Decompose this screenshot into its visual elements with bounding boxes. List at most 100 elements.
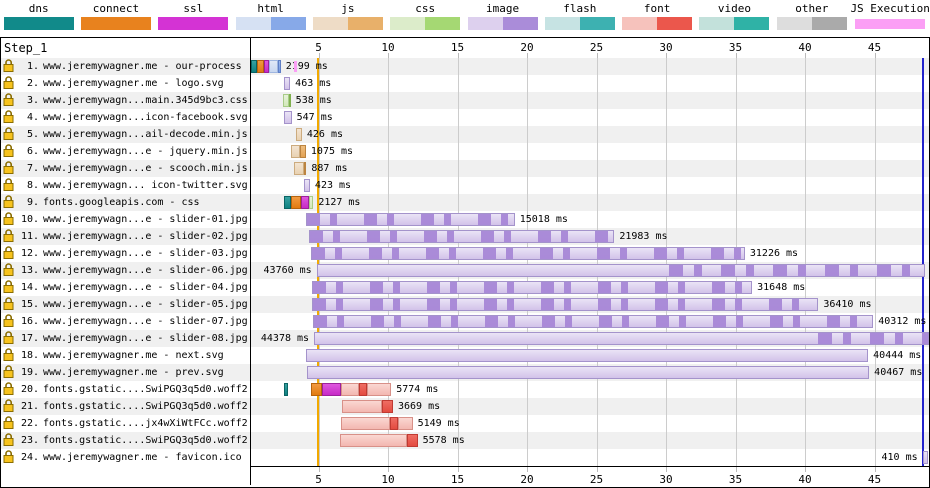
request-row-label[interactable]: 2. www.jeremywagner.me - logo.svg [1,75,250,92]
js-dark-phase-bar[interactable] [299,145,306,158]
request-waterfall-row[interactable]: 410 ms [251,449,929,466]
request-waterfall-row[interactable]: 43760 ms [251,262,929,279]
js-light-phase-bar[interactable] [294,162,304,175]
request-waterfall-row[interactable]: 40312 ms [251,313,929,330]
request-waterfall-row[interactable]: 547 ms [251,109,929,126]
request-row-label[interactable]: 1. www.jeremywagner.me - our-process [1,58,250,75]
request-waterfall-row[interactable]: 426 ms [251,126,929,143]
js-light-phase-bar[interactable] [295,128,302,141]
connect-phase-bar[interactable] [257,60,264,73]
img-phase-bar[interactable] [922,451,929,464]
img-phase-bar[interactable] [314,332,929,345]
request-waterfall-row[interactable]: 36410 ms [251,296,929,313]
font-dark-phase-bar[interactable] [390,417,398,430]
secure-lock-icon [3,58,15,76]
gridline [527,58,528,466]
request-row-label[interactable]: 8. www.jeremywagn... icon-twitter.svg [1,177,250,194]
request-url: www.jeremywagn...e - jquery.min.js [43,146,248,157]
duration-label: 547 ms [296,112,333,123]
img-phase-bar[interactable] [310,247,745,260]
request-url: www.jeremywagn...e - slider-04.jpg [43,282,248,293]
request-waterfall-row[interactable]: 40467 ms [251,364,929,381]
request-waterfall-row[interactable]: 423 ms [251,177,929,194]
img-phase-bar[interactable] [312,315,874,328]
request-row-label[interactable]: 22. fonts.gstatic....jx4wXiWtFCc.woff2 [1,415,250,432]
img-phase-bar[interactable] [312,281,753,294]
font-light-phase-bar[interactable] [397,417,413,430]
request-waterfall-row[interactable]: 44378 ms [251,330,929,347]
request-waterfall-row[interactable]: 31648 ms [251,279,929,296]
img-phase-bar[interactable] [304,179,310,192]
img-phase-bar[interactable] [306,366,870,379]
img-phase-bar[interactable] [305,349,869,362]
request-waterfall-row[interactable]: 15018 ms [251,211,929,228]
request-row-label[interactable]: 10. www.jeremywagn...e - slider-01.jpg [1,211,250,228]
ssl-phase-bar[interactable] [301,196,310,209]
js-light-phase-bar[interactable] [290,145,300,158]
request-row-label[interactable]: 7. www.jeremywagn...e - scooch.min.js [1,160,250,177]
request-row-label[interactable]: 15. www.jeremywagn...e - slider-05.jpg [1,296,250,313]
duration-label: 463 ms [295,78,332,89]
request-waterfall-row[interactable]: 40444 ms [251,347,929,364]
font-dark-phase-bar[interactable] [407,434,418,447]
html-dark-phase-bar[interactable] [278,60,281,73]
css-light-phase-bar[interactable] [283,94,289,107]
img-phase-bar[interactable] [284,111,292,124]
request-waterfall-row[interactable]: 1075 ms [251,143,929,160]
js-dark-phase-bar[interactable] [303,162,307,175]
dns-phase-bar[interactable] [283,196,292,209]
connect-phase-bar[interactable] [310,383,322,396]
request-waterfall-row[interactable]: 463 ms [251,75,929,92]
request-waterfall-row[interactable]: 5774 ms [251,381,929,398]
img-phase-bar[interactable] [312,298,819,311]
dns-phase-bar[interactable] [251,60,258,73]
request-waterfall-row[interactable]: 538 ms [251,92,929,109]
request-row-label[interactable]: 16. www.jeremywagn...e - slider-07.jpg [1,313,250,330]
css-light-phase-bar[interactable] [309,196,314,209]
request-waterfall-row[interactable]: 2199 ms [251,58,929,75]
font-light-phase-bar[interactable] [340,434,408,447]
font-light-phase-bar[interactable] [367,383,392,396]
request-row-label[interactable]: 9. fonts.googleapis.com - css [1,194,250,211]
request-waterfall-row[interactable]: 3669 ms [251,398,929,415]
request-row-label[interactable]: 18. www.jeremywagner.me - next.svg [1,347,250,364]
font-dark-phase-bar[interactable] [381,400,393,413]
img-phase-bar[interactable] [305,213,515,226]
img-phase-bar[interactable] [308,230,615,243]
request-number: 17. [20,333,39,344]
request-waterfall-row[interactable]: 21983 ms [251,228,929,245]
request-row-label[interactable]: 6. www.jeremywagn...e - jquery.min.js [1,143,250,160]
connect-phase-bar[interactable] [291,196,302,209]
request-row-label[interactable]: 3. www.jeremywagn...main.345d9bc3.css [1,92,250,109]
request-row-label[interactable]: 13. www.jeremywagn...e - slider-06.jpg [1,262,250,279]
img-phase-bar[interactable] [283,77,291,90]
duration-label: 43760 ms [263,265,312,276]
font-light-phase-bar[interactable] [341,417,391,430]
request-row-label[interactable]: 14. www.jeremywagn...e - slider-04.jpg [1,279,250,296]
font-dark-phase-bar[interactable] [358,383,368,396]
request-waterfall-row[interactable]: 2127 ms [251,194,929,211]
request-row-label[interactable]: 24. www.jeremywagner.me - favicon.ico [1,449,250,466]
html-light-phase-bar[interactable] [269,60,279,73]
request-waterfall-row[interactable]: 31226 ms [251,245,929,262]
request-row-label[interactable]: 11. www.jeremywagn...e - slider-02.jpg [1,228,250,245]
request-row-label[interactable]: 20. fonts.gstatic....SwiPGQ3q5d0.woff2 [1,381,250,398]
font-light-phase-bar[interactable] [341,400,382,413]
request-number: 11. [20,231,39,242]
request-row-label[interactable]: 12. www.jeremywagn...e - slider-03.jpg [1,245,250,262]
img-phase-bar[interactable] [316,264,925,277]
font-light-phase-bar[interactable] [340,383,359,396]
css-dark-phase-bar[interactable] [288,94,291,107]
request-row-label[interactable]: 17. www.jeremywagn...e - slider-08.jpg [1,330,250,347]
request-waterfall-row[interactable]: 887 ms [251,160,929,177]
request-waterfall-row[interactable]: 5578 ms [251,432,929,449]
ssl-phase-bar[interactable] [321,383,341,396]
dns-phase-bar[interactable] [283,383,288,396]
request-row-label[interactable]: 19. www.jeremywagner.me - prev.svg [1,364,250,381]
request-row-label[interactable]: 5. www.jeremywagn...ail-decode.min.js [1,126,250,143]
request-row-label[interactable]: 23. fonts.gstatic....SwiPGQ3q5d0.woff2 [1,432,250,449]
request-waterfall-row[interactable]: 5149 ms [251,415,929,432]
request-row-label[interactable]: 21. fonts.gstatic....SwiPGQ3q5d0.woff2 [1,398,250,415]
ssl-phase-bar[interactable] [263,60,270,73]
request-row-label[interactable]: 4. www.jeremywagn...icon-facebook.svg [1,109,250,126]
